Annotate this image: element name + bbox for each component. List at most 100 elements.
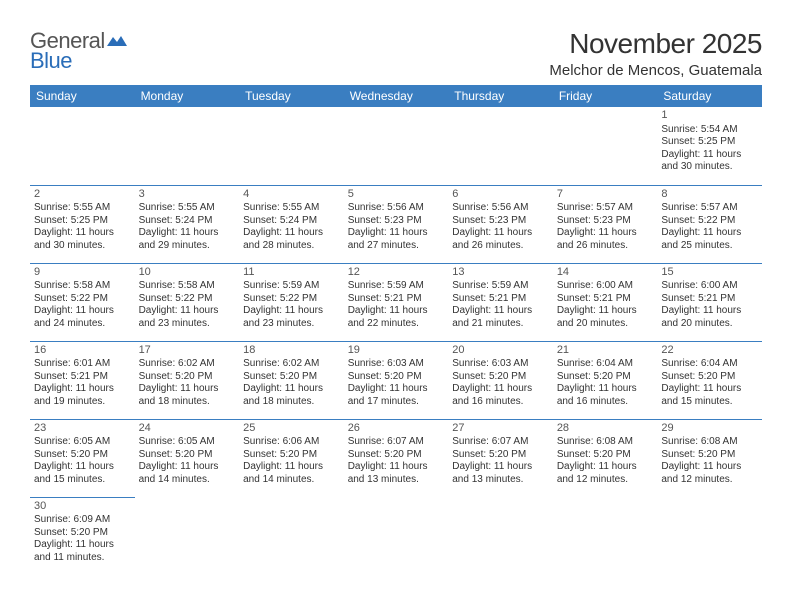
day-header: Monday (135, 85, 240, 107)
cell-text: and 29 minutes. (139, 240, 236, 253)
day-number: 16 (34, 344, 131, 358)
calendar-cell (239, 107, 344, 185)
cell-text: Sunset: 5:22 PM (661, 215, 758, 228)
day-number: 18 (243, 344, 340, 358)
cell-text: and 30 minutes. (34, 240, 131, 253)
cell-text: Sunrise: 5:58 AM (34, 280, 131, 293)
day-number: 30 (34, 500, 131, 514)
cell-text: Sunset: 5:20 PM (139, 449, 236, 462)
calendar-cell: 5Sunrise: 5:56 AMSunset: 5:23 PMDaylight… (344, 185, 449, 263)
title-block: November 2025 Melchor de Mencos, Guatema… (549, 28, 762, 79)
cell-text: Sunrise: 6:01 AM (34, 358, 131, 371)
calendar-cell: 1Sunrise: 5:54 AMSunset: 5:25 PMDaylight… (657, 107, 762, 185)
calendar-cell: 4Sunrise: 5:55 AMSunset: 5:24 PMDaylight… (239, 185, 344, 263)
cell-text: and 16 minutes. (452, 396, 549, 409)
cell-text: and 23 minutes. (243, 318, 340, 331)
cell-text: Daylight: 11 hours (661, 227, 758, 240)
day-number: 2 (34, 188, 131, 202)
cell-text: Sunrise: 6:08 AM (661, 436, 758, 449)
cell-text: Sunrise: 5:56 AM (348, 202, 445, 215)
cell-text: and 13 minutes. (348, 474, 445, 487)
calendar-cell: 10Sunrise: 5:58 AMSunset: 5:22 PMDayligh… (135, 263, 240, 341)
cell-text: Sunset: 5:25 PM (34, 215, 131, 228)
calendar-header-row: Sunday Monday Tuesday Wednesday Thursday… (30, 85, 762, 107)
calendar-row: 30Sunrise: 6:09 AMSunset: 5:20 PMDayligh… (30, 497, 762, 575)
day-number: 27 (452, 422, 549, 436)
cell-text: Daylight: 11 hours (452, 461, 549, 474)
cell-text: and 13 minutes. (452, 474, 549, 487)
calendar-cell (30, 107, 135, 185)
cell-text: Sunrise: 5:59 AM (348, 280, 445, 293)
calendar-cell (553, 497, 658, 575)
cell-text: Daylight: 11 hours (661, 305, 758, 318)
cell-text: Sunset: 5:21 PM (557, 293, 654, 306)
cell-text: Sunset: 5:23 PM (557, 215, 654, 228)
calendar-cell (448, 497, 553, 575)
cell-text: Sunset: 5:20 PM (348, 371, 445, 384)
cell-text: and 18 minutes. (139, 396, 236, 409)
cell-text: Daylight: 11 hours (452, 227, 549, 240)
cell-text: Sunset: 5:25 PM (661, 136, 758, 149)
cell-text: Sunrise: 6:03 AM (348, 358, 445, 371)
month-title: November 2025 (549, 28, 762, 60)
calendar-cell: 25Sunrise: 6:06 AMSunset: 5:20 PMDayligh… (239, 419, 344, 497)
logo-text-2: Blue (30, 48, 72, 74)
calendar-cell: 8Sunrise: 5:57 AMSunset: 5:22 PMDaylight… (657, 185, 762, 263)
day-number: 22 (661, 344, 758, 358)
cell-text: Sunset: 5:23 PM (348, 215, 445, 228)
cell-text: Sunrise: 5:58 AM (139, 280, 236, 293)
cell-text: Daylight: 11 hours (348, 461, 445, 474)
cell-text: Daylight: 11 hours (34, 461, 131, 474)
calendar-cell (344, 107, 449, 185)
cell-text: Daylight: 11 hours (661, 383, 758, 396)
cell-text: and 15 minutes. (34, 474, 131, 487)
cell-text: and 12 minutes. (557, 474, 654, 487)
page-header: General November 2025 Melchor de Mencos,… (30, 28, 762, 79)
cell-text: Daylight: 11 hours (557, 227, 654, 240)
day-number: 24 (139, 422, 236, 436)
cell-text: Sunrise: 6:09 AM (34, 514, 131, 527)
cell-text: Sunset: 5:22 PM (243, 293, 340, 306)
cell-text: Daylight: 11 hours (243, 461, 340, 474)
day-number: 20 (452, 344, 549, 358)
cell-text: Sunrise: 5:54 AM (661, 124, 758, 137)
day-number: 25 (243, 422, 340, 436)
calendar-cell: 15Sunrise: 6:00 AMSunset: 5:21 PMDayligh… (657, 263, 762, 341)
calendar-cell: 28Sunrise: 6:08 AMSunset: 5:20 PMDayligh… (553, 419, 658, 497)
cell-text: Daylight: 11 hours (348, 227, 445, 240)
cell-text: Daylight: 11 hours (661, 149, 758, 162)
cell-text: and 27 minutes. (348, 240, 445, 253)
calendar-cell: 9Sunrise: 5:58 AMSunset: 5:22 PMDaylight… (30, 263, 135, 341)
cell-text: and 26 minutes. (557, 240, 654, 253)
day-number: 15 (661, 266, 758, 280)
cell-text: Sunrise: 6:00 AM (557, 280, 654, 293)
calendar-cell: 30Sunrise: 6:09 AMSunset: 5:20 PMDayligh… (30, 497, 135, 575)
day-number: 17 (139, 344, 236, 358)
calendar-row: 2 Sunrise: 5:55 AM Sunset: 5:25 PM Daylight… (30, 185, 762, 263)
calendar-cell (448, 107, 553, 185)
day-number: 23 (34, 422, 131, 436)
cell-text: Sunrise: 6:00 AM (661, 280, 758, 293)
day-number: 9 (34, 266, 131, 280)
calendar-cell (344, 497, 449, 575)
calendar-cell: 19Sunrise: 6:03 AMSunset: 5:20 PMDayligh… (344, 341, 449, 419)
cell-text: Daylight: 11 hours (243, 305, 340, 318)
cell-text: and 11 minutes. (34, 552, 131, 565)
cell-text: Sunset: 5:22 PM (139, 293, 236, 306)
cell-text: Sunset: 5:24 PM (139, 215, 236, 228)
cell-text: Daylight: 11 hours (243, 383, 340, 396)
cell-text: Daylight: 11 hours (243, 227, 340, 240)
day-number: 12 (348, 266, 445, 280)
day-number: 7 (557, 188, 654, 202)
cell-text: Sunrise: 5:55 AM (139, 202, 236, 215)
calendar-cell: 17Sunrise: 6:02 AMSunset: 5:20 PMDayligh… (135, 341, 240, 419)
calendar-cell: 21Sunrise: 6:04 AMSunset: 5:20 PMDayligh… (553, 341, 658, 419)
calendar-cell: 29Sunrise: 6:08 AMSunset: 5:20 PMDayligh… (657, 419, 762, 497)
calendar-table: Sunday Monday Tuesday Wednesday Thursday… (30, 85, 762, 575)
cell-text: and 26 minutes. (452, 240, 549, 253)
cell-text: Daylight: 11 hours (557, 461, 654, 474)
cell-text: Sunset: 5:20 PM (557, 371, 654, 384)
cell-text: Sunset: 5:22 PM (34, 293, 131, 306)
cell-text: Daylight: 11 hours (557, 305, 654, 318)
cell-text: and 25 minutes. (661, 240, 758, 253)
